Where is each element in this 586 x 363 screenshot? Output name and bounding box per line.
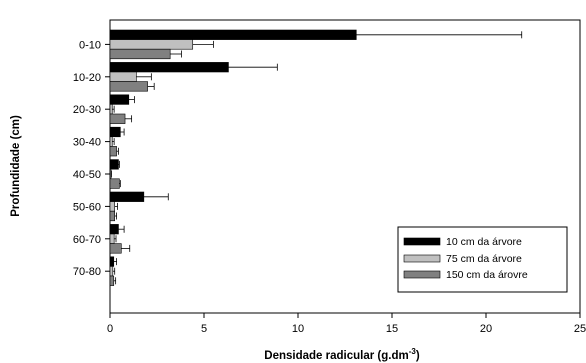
legend: 10 cm da árvore 75 cm da árvore 150 cm d… bbox=[397, 226, 568, 293]
x-tick-label-25: 25 bbox=[574, 323, 586, 335]
bar-10-20-series-0 bbox=[109, 62, 229, 73]
x-axis-title-superscript: -3 bbox=[409, 347, 417, 356]
bar-60-70-series-2 bbox=[109, 243, 122, 254]
x-tick-label-20: 20 bbox=[480, 323, 492, 335]
x-tick-label-15: 15 bbox=[386, 323, 398, 335]
bar-0-10-series-1 bbox=[109, 39, 194, 50]
bar-50-60-series-1 bbox=[109, 201, 115, 212]
x-axis-title-main: Densidade radicular (g.dm bbox=[264, 350, 408, 362]
bar-30-40-series-0 bbox=[109, 126, 121, 138]
bar-0-10-series-0 bbox=[109, 29, 357, 40]
x-axis-title: Densidade radicular (g.dm-3) bbox=[264, 347, 420, 362]
bar-60-70-series-0 bbox=[109, 224, 119, 235]
x-tick-label-10: 10 bbox=[292, 323, 304, 335]
bar-40-50-series-2 bbox=[109, 178, 120, 189]
legend-swatch-150cm bbox=[403, 270, 441, 279]
bar-30-40-series-1 bbox=[109, 136, 113, 147]
y-tick-label-60-70: 60-70 bbox=[73, 234, 101, 246]
y-tick-label-20-30: 20-30 bbox=[73, 104, 101, 116]
y-tick-label-40-50: 40-50 bbox=[73, 169, 101, 181]
bar-50-60-series-2 bbox=[109, 210, 115, 222]
bar-50-60-series-0 bbox=[109, 191, 145, 202]
legend-label-75cm: 75 cm da árvore bbox=[446, 253, 522, 265]
legend-label-150cm: 150 cm da árovre bbox=[446, 269, 528, 281]
x-tick-label-0: 0 bbox=[107, 323, 113, 335]
legend-swatch-10cm bbox=[403, 237, 441, 246]
y-tick-label-10-20: 10-20 bbox=[73, 72, 101, 84]
bars-layer bbox=[109, 29, 357, 286]
x-tick-label-5: 5 bbox=[201, 323, 207, 335]
bar-60-70-series-1 bbox=[109, 233, 115, 244]
y-tick-label-70-80: 70-80 bbox=[73, 266, 101, 278]
legend-swatch-75cm bbox=[403, 254, 441, 263]
bar-70-80-series-0 bbox=[109, 256, 115, 267]
x-axis-title-suffix: ) bbox=[416, 350, 420, 362]
bar-0-10-series-2 bbox=[109, 48, 171, 60]
bar-70-80-series-2 bbox=[109, 275, 115, 286]
legend-label-10cm: 10 cm da árvore bbox=[446, 236, 522, 248]
y-axis-title: Profundidade (cm) bbox=[10, 115, 22, 217]
bar-20-30-series-0 bbox=[109, 94, 130, 105]
bar-20-30-series-1 bbox=[109, 104, 113, 115]
x-axis-ticks: 0 5 10 15 20 25 bbox=[107, 313, 586, 335]
bar-20-30-series-2 bbox=[109, 113, 126, 124]
y-tick-label-0-10: 0-10 bbox=[79, 39, 101, 51]
bar-30-40-series-2 bbox=[109, 146, 117, 157]
bar-10-20-series-2 bbox=[109, 81, 148, 92]
y-tick-label-30-40: 30-40 bbox=[73, 137, 101, 149]
y-tick-label-50-60: 50-60 bbox=[73, 201, 101, 213]
bar-40-50-series-0 bbox=[109, 159, 119, 170]
bar-10-20-series-1 bbox=[109, 71, 137, 82]
bar-70-80-series-1 bbox=[109, 266, 114, 277]
y-axis-ticks: 0-10 10-20 20-30 30-40 40-50 50-60 60-70 70-80 bbox=[73, 39, 110, 278]
bar-40-50-series-1 bbox=[109, 168, 112, 180]
error-bars-layer bbox=[110, 31, 523, 285]
